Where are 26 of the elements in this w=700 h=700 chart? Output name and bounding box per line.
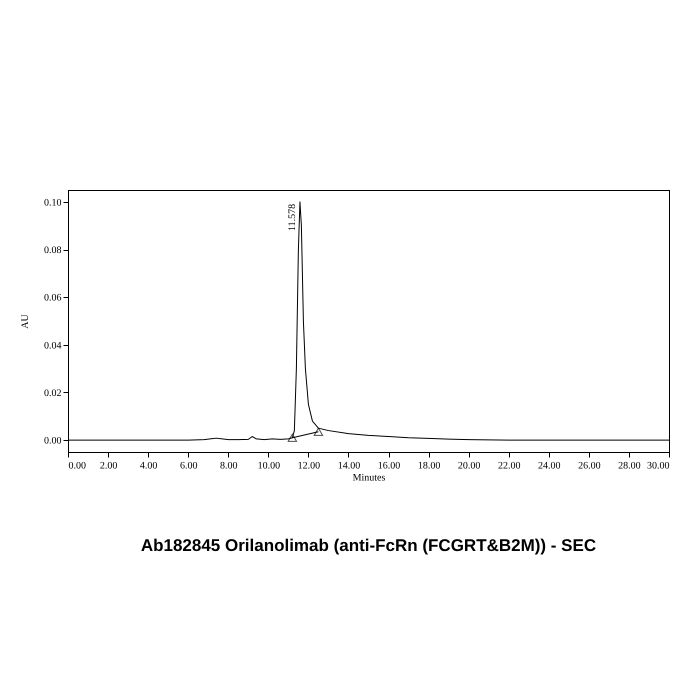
- y-tick-label: 0.04: [44, 340, 62, 352]
- x-tick-label: 26.00: [578, 460, 601, 472]
- y-tick-label: 0.08: [44, 245, 62, 256]
- x-tick-label: 6.00: [180, 460, 198, 472]
- x-tick-label: 28.00: [618, 460, 641, 472]
- x-axis-title: Minutes: [352, 472, 386, 484]
- x-tick-label: 4.00: [140, 460, 158, 472]
- x-tick-label: 22.00: [498, 460, 520, 472]
- y-axis-title: AU: [20, 314, 31, 329]
- annotation: 11.578: [286, 204, 298, 232]
- x-tick-label: 12.00: [298, 460, 320, 472]
- x-tick-label: 10.00: [258, 460, 280, 472]
- text: Ab182845 Orilanolimab (anti-FcRn (FCGRT&B2M)) - SEC: [140, 536, 596, 555]
- y-tick-label: 0.00: [44, 436, 62, 447]
- x-tick-label: 8.00: [220, 460, 238, 472]
- y-tick-label: 0.06: [44, 292, 62, 304]
- x-tick-label: 24.00: [538, 460, 561, 472]
- y-tick-label: 0.02: [44, 388, 62, 399]
- x-tick-label: 18.00: [418, 460, 440, 472]
- y-tick-label: 0.10: [44, 197, 62, 208]
- x-tick-label: 20.00: [458, 460, 480, 472]
- x-tick-label: 14.00: [338, 460, 360, 472]
- x-tick-label: 16.00: [378, 460, 400, 472]
- x-tick-label: 30.00: [647, 460, 670, 472]
- x-tick-label: 2.00: [100, 460, 118, 472]
- x-tick-label: 0.00: [68, 460, 86, 472]
